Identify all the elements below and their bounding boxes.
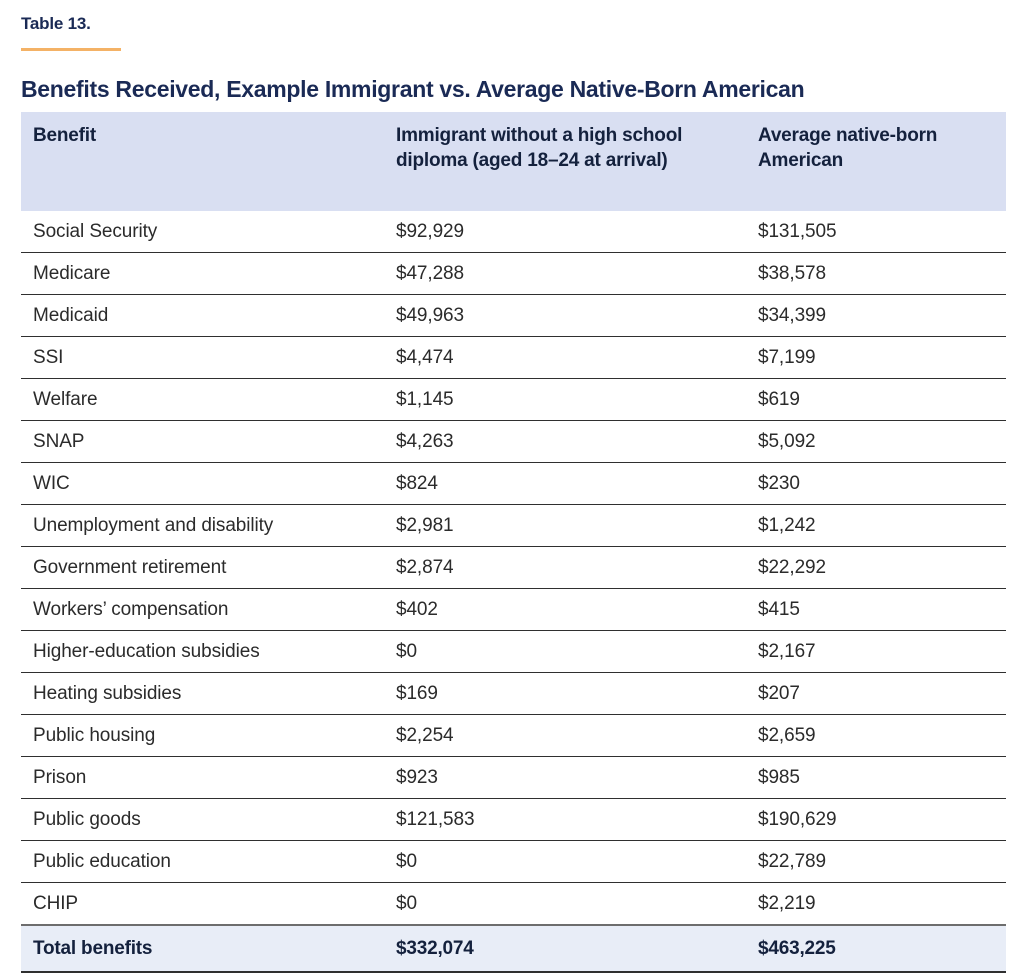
native-value-cell: $190,629 — [746, 798, 1006, 841]
native-value-cell: $415 — [746, 588, 1006, 631]
immigrant-value-cell: $49,963 — [384, 294, 746, 337]
benefit-cell: SSI — [21, 336, 384, 379]
table-row: SNAP $4,263 $5,092 — [21, 420, 1006, 463]
benefit-cell: Higher-education subsidies — [21, 630, 384, 673]
kicker-underline-rule — [21, 48, 121, 51]
native-value-cell: $1,242 — [746, 504, 1006, 547]
table-footer: Total benefits $332,074 $463,225 — [21, 924, 1006, 973]
benefit-cell: Public education — [21, 840, 384, 883]
benefits-table: Benefit Immigrant without a high school … — [21, 112, 1006, 973]
table-row: Government retirement $2,874 $22,292 — [21, 546, 1006, 589]
native-value-cell: $22,292 — [746, 546, 1006, 589]
table-title: Benefits Received, Example Immigrant vs.… — [21, 76, 805, 102]
benefit-cell: Unemployment and disability — [21, 504, 384, 547]
benefit-cell: Social Security — [21, 211, 384, 253]
table-row: Public goods $121,583 $190,629 — [21, 798, 1006, 841]
native-value-cell: $2,659 — [746, 714, 1006, 757]
table-row: CHIP $0 $2,219 — [21, 882, 1006, 926]
table-row: SSI $4,474 $7,199 — [21, 336, 1006, 379]
benefit-cell: Government retirement — [21, 546, 384, 589]
native-value-cell: $207 — [746, 672, 1006, 715]
table-number-kicker: Table 13. — [21, 14, 91, 33]
benefit-cell: Heating subsidies — [21, 672, 384, 715]
immigrant-value-cell: $0 — [384, 630, 746, 673]
immigrant-value-cell: $1,145 — [384, 378, 746, 421]
immigrant-value-cell: $92,929 — [384, 211, 746, 253]
immigrant-value-cell: $2,874 — [384, 546, 746, 589]
immigrant-value-cell: $0 — [384, 882, 746, 926]
native-value-cell: $38,578 — [746, 252, 1006, 295]
table-row: Medicare $47,288 $38,578 — [21, 252, 1006, 295]
immigrant-value-cell: $4,263 — [384, 420, 746, 463]
total-row: Total benefits $332,074 $463,225 — [21, 924, 1006, 973]
native-value-cell: $230 — [746, 462, 1006, 505]
table-row: Medicaid $49,963 $34,399 — [21, 294, 1006, 337]
native-value-cell: $2,167 — [746, 630, 1006, 673]
table-row: Prison $923 $985 — [21, 756, 1006, 799]
benefit-cell: Public goods — [21, 798, 384, 841]
benefits-table-body: Social Security $92,929 $131,505 Medicare $4… — [21, 211, 1006, 926]
immigrant-value-cell: $47,288 — [384, 252, 746, 295]
table-row: Higher-education subsidies $0 $2,167 — [21, 630, 1006, 673]
immigrant-value-cell: $2,981 — [384, 504, 746, 547]
total-immigrant-value-cell: $332,074 — [384, 924, 746, 973]
benefit-cell: Welfare — [21, 378, 384, 421]
total-label-cell: Total benefits — [21, 924, 384, 973]
native-value-cell: $2,219 — [746, 882, 1006, 926]
immigrant-value-cell: $824 — [384, 462, 746, 505]
table-row: Public education $0 $22,789 — [21, 840, 1006, 883]
benefit-cell: CHIP — [21, 882, 384, 926]
native-value-cell: $619 — [746, 378, 1006, 421]
benefit-cell: WIC — [21, 462, 384, 505]
immigrant-value-cell: $169 — [384, 672, 746, 715]
column-header-benefit: Benefit — [21, 112, 384, 211]
benefit-cell: Medicare — [21, 252, 384, 295]
native-value-cell: $22,789 — [746, 840, 1006, 883]
immigrant-value-cell: $121,583 — [384, 798, 746, 841]
native-value-cell: $7,199 — [746, 336, 1006, 379]
immigrant-value-cell: $0 — [384, 840, 746, 883]
benefit-cell: Workers’ compensation — [21, 588, 384, 631]
table-row: Welfare $1,145 $619 — [21, 378, 1006, 421]
column-header-immigrant: Immigrant without a high school diploma … — [384, 112, 746, 211]
header-row: Benefit Immigrant without a high school … — [21, 112, 1006, 211]
table-row: Heating subsidies $169 $207 — [21, 672, 1006, 715]
immigrant-value-cell: $4,474 — [384, 336, 746, 379]
table-row: Social Security $92,929 $131,505 — [21, 211, 1006, 253]
column-header-native-born: Average native-born American — [746, 112, 1006, 211]
benefit-cell: Prison — [21, 756, 384, 799]
benefit-cell: Public housing — [21, 714, 384, 757]
benefit-cell: Medicaid — [21, 294, 384, 337]
native-value-cell: $34,399 — [746, 294, 1006, 337]
benefit-cell: SNAP — [21, 420, 384, 463]
table-row: Public housing $2,254 $2,659 — [21, 714, 1006, 757]
table-row: Workers’ compensation $402 $415 — [21, 588, 1006, 631]
table-row: Unemployment and disability $2,981 $1,242 — [21, 504, 1006, 547]
table-header: Benefit Immigrant without a high school … — [21, 112, 1006, 211]
native-value-cell: $985 — [746, 756, 1006, 799]
native-value-cell: $5,092 — [746, 420, 1006, 463]
native-value-cell: $131,505 — [746, 211, 1006, 253]
immigrant-value-cell: $923 — [384, 756, 746, 799]
table-row: WIC $824 $230 — [21, 462, 1006, 505]
immigrant-value-cell: $2,254 — [384, 714, 746, 757]
immigrant-value-cell: $402 — [384, 588, 746, 631]
total-native-value-cell: $463,225 — [746, 924, 1006, 973]
